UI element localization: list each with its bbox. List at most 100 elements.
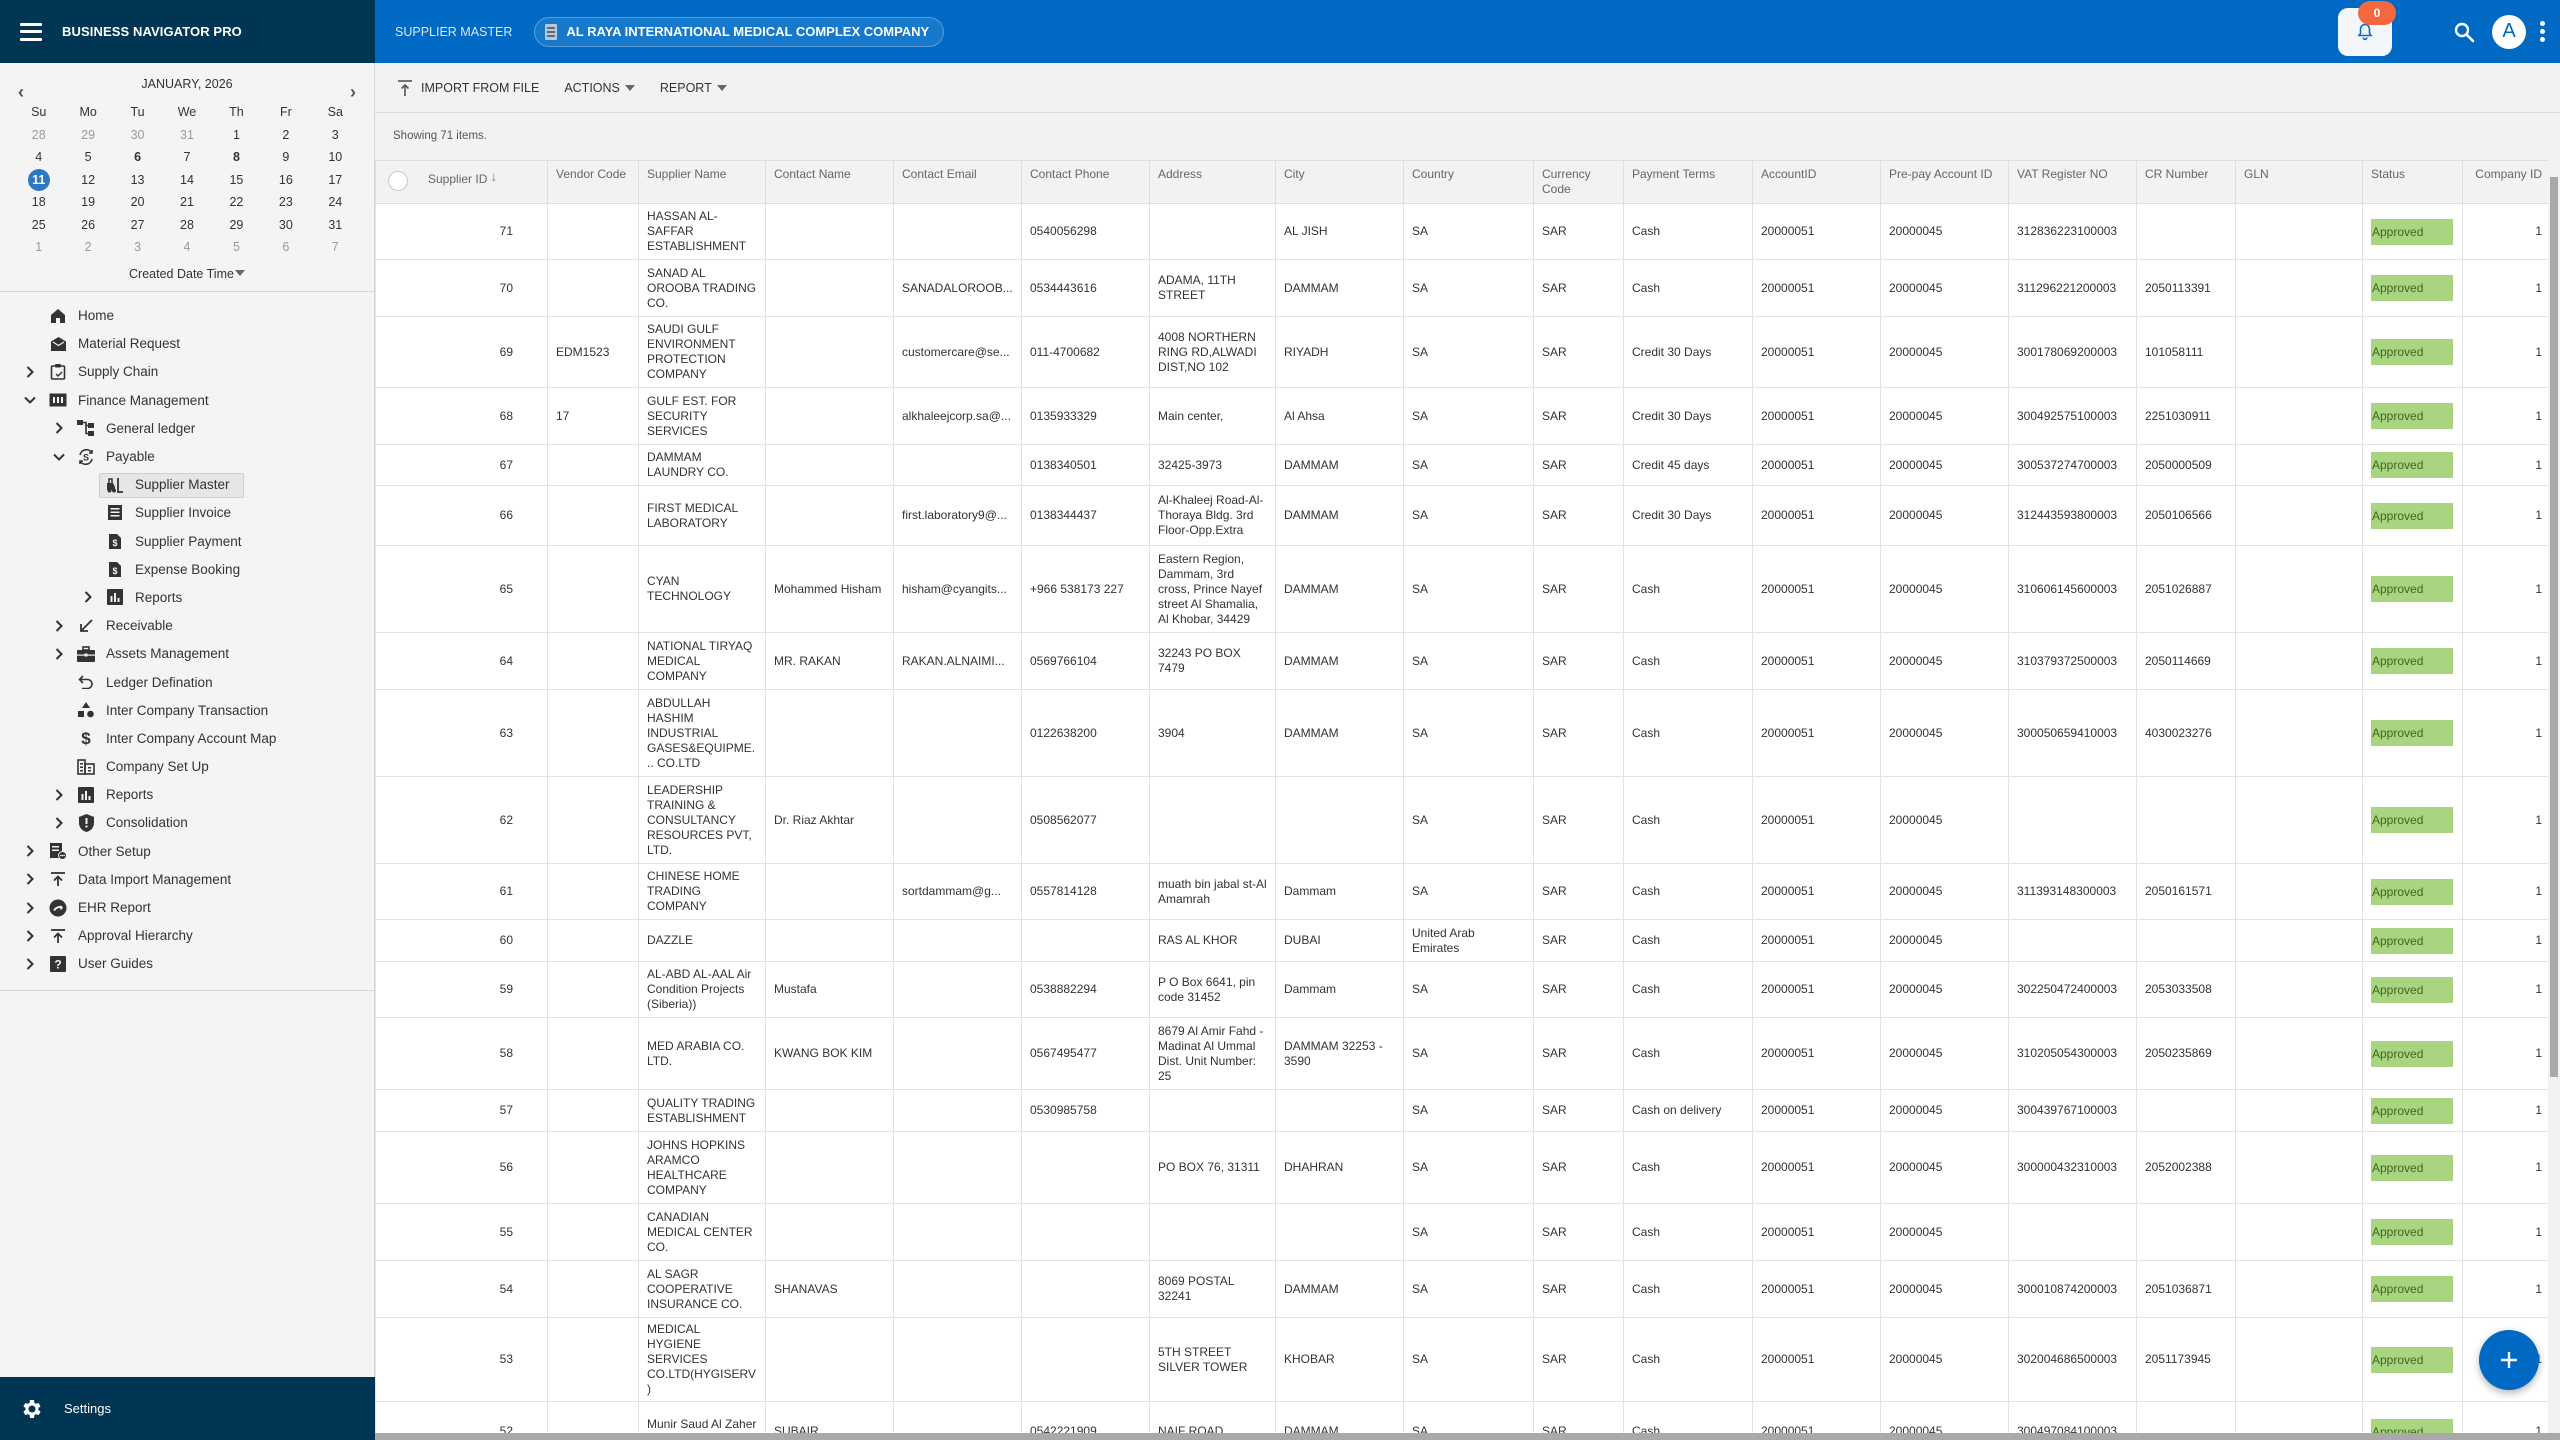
calendar-day[interactable]: 2 bbox=[84, 240, 92, 254]
chevron-right-icon[interactable] bbox=[53, 789, 65, 801]
sort-descending-icon[interactable]: ↓ bbox=[490, 167, 498, 184]
calendar-day[interactable]: 5 bbox=[232, 240, 240, 254]
sidebar-item-assets-management[interactable]: Assets Management bbox=[0, 640, 374, 668]
sidebar-item-supplier-master[interactable]: Supplier Master bbox=[0, 471, 374, 499]
chevron-right-icon[interactable] bbox=[53, 648, 65, 660]
col-company-id[interactable]: Company ID bbox=[2462, 160, 2550, 204]
calendar-day[interactable]: 23 bbox=[278, 195, 293, 209]
col-cr-number[interactable]: CR Number bbox=[2136, 160, 2236, 204]
calendar-day-selected[interactable]: 11 bbox=[14, 168, 63, 192]
import-from-file-button[interactable]: IMPORT FROM FILE bbox=[397, 79, 539, 97]
sidebar-item-data-import-management[interactable]: Data Import Management bbox=[0, 865, 374, 893]
calendar-day[interactable]: 12 bbox=[81, 172, 96, 187]
calendar-day[interactable]: 7 bbox=[183, 150, 191, 164]
calendar-day[interactable]: 22 bbox=[229, 195, 244, 209]
table-row[interactable]: 71 HASSAN AL-SAFFAR ESTABLISHMENT 05400562… bbox=[375, 203, 2550, 260]
table-row[interactable]: 62 LEADERSHIP TRAINING & CONSULTANCY RESO… bbox=[375, 776, 2550, 864]
horizontal-scrollbar[interactable] bbox=[375, 1433, 2560, 1440]
calendar-day[interactable]: 2 bbox=[282, 127, 290, 142]
sidebar-item-inter-company-transaction[interactable]: Inter Company Transaction bbox=[0, 696, 374, 724]
calendar-day[interactable]: 8 bbox=[232, 150, 240, 164]
calendar-day[interactable]: 21 bbox=[180, 195, 194, 209]
col-payment-terms[interactable]: Payment Terms bbox=[1623, 160, 1753, 204]
calendar-day[interactable]: 6 bbox=[134, 150, 142, 164]
sidebar-item-finance-management[interactable]: Finance Management bbox=[0, 386, 374, 414]
calendar-day[interactable]: 26 bbox=[81, 217, 96, 232]
table-row[interactable]: 63 ABDULLAH HASHIM INDUSTRIAL GASES&EQUIP… bbox=[375, 689, 2550, 777]
col-contact-phone[interactable]: Contact Phone bbox=[1021, 160, 1150, 204]
calendar-day[interactable]: 4 bbox=[35, 150, 43, 164]
calendar-day[interactable]: 14 bbox=[180, 172, 194, 187]
notifications-button[interactable]: 0 bbox=[2338, 0, 2396, 56]
sidebar-item-receivable[interactable]: Receivable bbox=[0, 612, 374, 640]
sidebar-item-inter-company-account-map[interactable]: $ Inter Company Account Map bbox=[0, 724, 374, 752]
user-avatar[interactable]: A bbox=[2492, 14, 2526, 49]
sidebar-item-ehr-report[interactable]: EHR Report bbox=[0, 893, 374, 921]
more-options-icon[interactable] bbox=[2536, 20, 2548, 44]
sidebar-item-supply-chain[interactable]: Supply Chain bbox=[0, 358, 374, 386]
table-row[interactable]: 53 MEDICAL HYGIENE SERVICES CO.LTD(HYGISE… bbox=[375, 1317, 2550, 1402]
chevron-right-icon[interactable] bbox=[24, 958, 36, 970]
chevron-right-icon[interactable] bbox=[24, 930, 36, 942]
sidebar-item-finance-reports[interactable]: Reports bbox=[0, 781, 374, 809]
vertical-scrollbar[interactable] bbox=[2548, 160, 2560, 1440]
table-row[interactable]: 70 SANAD AL OROOBA TRADING CO. SANADALOROO… bbox=[375, 259, 2550, 317]
col-account-id[interactable]: AccountID bbox=[1752, 160, 1881, 204]
sidebar-item-payable-reports[interactable]: Reports bbox=[0, 583, 374, 611]
sidebar-item-ledger-defination[interactable]: Ledger Defination bbox=[0, 668, 374, 696]
table-row[interactable]: 58 MED ARABIA CO. LTD. KWANG BOK KIM 056749… bbox=[375, 1017, 2550, 1090]
sidebar-item-material-request[interactable]: Material Request bbox=[0, 330, 374, 358]
calendar-day[interactable]: 19 bbox=[81, 195, 96, 209]
table-row[interactable]: 60 DAZZLE RAS AL KHOR DUBAI United Arab Emir… bbox=[375, 919, 2550, 962]
calendar-day[interactable]: 30 bbox=[130, 127, 145, 142]
calendar-day[interactable]: 29 bbox=[229, 217, 244, 232]
sidebar-item-user-guides[interactable]: ? User Guides bbox=[0, 950, 374, 978]
chevron-right-icon[interactable] bbox=[82, 591, 94, 604]
col-vat-register-no[interactable]: VAT Register NO bbox=[2008, 160, 2137, 204]
chevron-right-icon[interactable] bbox=[53, 422, 65, 435]
col-address[interactable]: Address bbox=[1149, 160, 1276, 204]
add-supplier-button[interactable] bbox=[2479, 1330, 2539, 1390]
calendar-day[interactable]: 13 bbox=[130, 172, 145, 187]
table-row[interactable]: 59 AL-ABD AL-AAL Air Condition Projects (… bbox=[375, 961, 2550, 1018]
sidebar-item-approval-hierarchy[interactable]: Approval Hierarchy bbox=[0, 922, 374, 950]
sidebar-item-supplier-invoice[interactable]: Supplier Invoice bbox=[0, 499, 374, 527]
sidebar-item-home[interactable]: Home bbox=[0, 302, 374, 330]
sidebar-item-supplier-payment[interactable]: $ Supplier Payment bbox=[0, 527, 374, 555]
col-vendor-code[interactable]: Vendor Code bbox=[547, 160, 639, 204]
col-contact-email[interactable]: Contact Email bbox=[893, 160, 1022, 204]
calendar-day[interactable]: 27 bbox=[130, 217, 145, 232]
chevron-down-icon[interactable] bbox=[24, 394, 36, 406]
calendar-day[interactable]: 1 bbox=[35, 240, 43, 254]
sidebar-item-consolidation[interactable]: Consolidation bbox=[0, 809, 374, 837]
scrollbar-thumb[interactable] bbox=[2550, 177, 2558, 1077]
col-prepay-account-id[interactable]: Pre-pay Account ID bbox=[1880, 160, 2009, 204]
calendar-day[interactable]: 28 bbox=[31, 127, 46, 142]
col-supplier-id[interactable]: Supplier ID ↓ bbox=[375, 160, 548, 204]
calendar-day[interactable]: 25 bbox=[31, 217, 46, 232]
calendar-day[interactable]: 4 bbox=[183, 240, 191, 254]
report-dropdown[interactable]: REPORT bbox=[660, 81, 727, 95]
table-row[interactable]: 66 FIRST MEDICAL LABORATORY first.laborato… bbox=[375, 485, 2550, 546]
search-icon[interactable] bbox=[2452, 20, 2476, 44]
chevron-down-icon[interactable] bbox=[53, 451, 65, 463]
chevron-right-icon[interactable] bbox=[53, 619, 65, 632]
table-row[interactable]: 54 AL SAGR COOPERATIVE INSURANCE CO. SHANA… bbox=[375, 1260, 2550, 1318]
next-month-icon[interactable]: › bbox=[350, 82, 356, 102]
chevron-right-icon[interactable] bbox=[24, 873, 36, 886]
table-row[interactable]: 55 CANADIAN MEDICAL CENTER CO. SA SAR Cash 20… bbox=[375, 1203, 2550, 1261]
prev-month-icon[interactable]: ‹ bbox=[18, 82, 24, 102]
calendar-day[interactable]: 6 bbox=[282, 240, 290, 254]
calendar-day[interactable]: 3 bbox=[331, 127, 339, 142]
sidebar-item-expense-booking[interactable]: $ Expense Booking bbox=[0, 555, 374, 583]
calendar-day[interactable]: 30 bbox=[278, 217, 293, 232]
chevron-right-icon[interactable] bbox=[53, 817, 65, 829]
col-status[interactable]: Status bbox=[2362, 160, 2463, 204]
table-row[interactable]: 57 QUALITY TRADING ESTABLISHMENT 053098575… bbox=[375, 1089, 2550, 1132]
chevron-right-icon[interactable] bbox=[24, 845, 36, 857]
hamburger-menu-icon[interactable] bbox=[20, 22, 42, 41]
calendar-day[interactable]: 18 bbox=[31, 195, 46, 209]
calendar-day[interactable]: 29 bbox=[81, 127, 96, 142]
table-row[interactable]: 56 JOHNS HOPKINS ARAMCO HEALTHCARE COMPAN… bbox=[375, 1131, 2550, 1204]
calendar-day[interactable]: 10 bbox=[328, 150, 343, 164]
